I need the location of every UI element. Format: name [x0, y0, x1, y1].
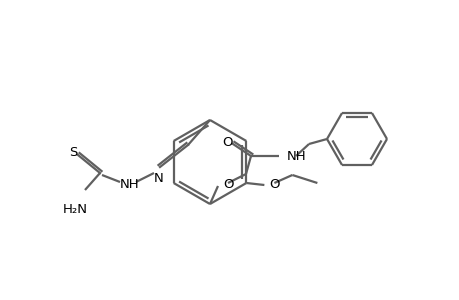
Text: O: O: [269, 178, 279, 190]
Text: H₂N: H₂N: [62, 203, 87, 216]
Text: N: N: [154, 172, 163, 185]
Text: O: O: [222, 136, 233, 148]
Text: NH: NH: [120, 178, 140, 191]
Text: O: O: [223, 178, 233, 191]
Text: NH: NH: [286, 149, 306, 163]
Text: S: S: [69, 146, 77, 158]
